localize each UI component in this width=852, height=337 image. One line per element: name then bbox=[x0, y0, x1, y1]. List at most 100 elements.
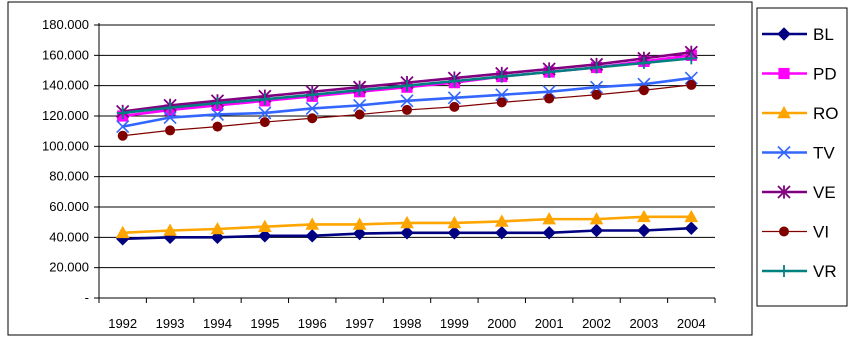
y-tick-label: 20.000 bbox=[49, 260, 89, 275]
y-axis-ticks: - 20.000 40.000 60.000 80.000 100.000 120.000 1… bbox=[42, 17, 99, 305]
data-point-vi bbox=[449, 101, 460, 112]
y-tick-label: 180.000 bbox=[42, 17, 89, 32]
data-point-ro bbox=[494, 214, 509, 227]
x-axis-ticks: 1992 1993 1994 1995 1996 1997 1998 1999 2000 2001… bbox=[98, 298, 716, 331]
data-point-ro bbox=[589, 212, 604, 225]
data-point-vi bbox=[259, 117, 270, 128]
data-point-tv bbox=[210, 107, 225, 122]
y-tick-label: 60.000 bbox=[49, 199, 89, 214]
data-point-tv bbox=[353, 98, 367, 112]
series-vi bbox=[117, 79, 697, 141]
series-tv bbox=[116, 71, 698, 134]
x-tick-label: 2002 bbox=[582, 316, 611, 331]
legend-item-ve: VE bbox=[762, 183, 836, 202]
y-tick-label: - bbox=[85, 290, 89, 305]
legend-marker bbox=[779, 226, 789, 237]
data-point-bl bbox=[542, 226, 556, 240]
data-point-ro bbox=[447, 215, 462, 229]
data-point-tv bbox=[400, 94, 414, 108]
x-tick-label: 2003 bbox=[629, 316, 658, 331]
data-point-ro bbox=[352, 217, 367, 230]
legend-marker bbox=[777, 105, 791, 119]
data-point-vr bbox=[258, 93, 271, 106]
data-point-bl bbox=[352, 226, 367, 241]
data-point-ro bbox=[637, 209, 651, 223]
legend-label: RO bbox=[813, 104, 839, 123]
data-point-vr bbox=[637, 56, 650, 69]
data-point-tv bbox=[589, 80, 604, 94]
legend-item-pd: PD bbox=[762, 65, 837, 84]
data-point-vi bbox=[638, 85, 649, 96]
data-point-bl bbox=[258, 229, 272, 243]
data-point-vi bbox=[402, 104, 412, 115]
legend-marker bbox=[778, 67, 790, 80]
data-point-vi bbox=[354, 109, 365, 120]
data-point-ro bbox=[400, 215, 414, 229]
legend-marker bbox=[777, 185, 791, 199]
y-tick-label: 40.000 bbox=[49, 229, 89, 244]
legend-label: BL bbox=[813, 25, 834, 44]
data-point-tv bbox=[163, 110, 177, 125]
data-point-bl bbox=[447, 226, 462, 240]
x-tick-label: 1994 bbox=[203, 316, 232, 331]
data-point-vr bbox=[543, 66, 556, 79]
legend-item-tv: TV bbox=[762, 144, 835, 163]
data-point-vi bbox=[212, 121, 223, 132]
legend-label: PD bbox=[813, 65, 837, 84]
data-point-tv bbox=[258, 106, 272, 120]
data-point-vr bbox=[211, 97, 224, 110]
data-point-vr bbox=[401, 79, 413, 92]
y-tick-label: 80.000 bbox=[49, 169, 89, 184]
x-tick-label: 1999 bbox=[440, 316, 469, 331]
data-point-vr bbox=[353, 84, 366, 97]
data-point-vi bbox=[591, 89, 602, 100]
x-tick-label: 1993 bbox=[156, 316, 185, 331]
legend-item-bl: BL bbox=[762, 25, 834, 44]
x-tick-label: 1997 bbox=[345, 316, 374, 331]
data-point-vr bbox=[164, 101, 177, 114]
data-point-vi bbox=[117, 130, 128, 141]
data-point-tv bbox=[495, 88, 509, 102]
data-point-bl bbox=[589, 223, 604, 238]
data-point-ro bbox=[115, 225, 130, 239]
data-point-bl bbox=[495, 226, 509, 240]
x-tick-label: 2000 bbox=[487, 316, 516, 331]
data-point-vi bbox=[307, 113, 318, 124]
y-tick-label: 160.000 bbox=[42, 47, 89, 62]
data-point-vr bbox=[116, 106, 129, 119]
legend-label: TV bbox=[813, 144, 835, 163]
axes bbox=[98, 23, 715, 299]
data-point-vi bbox=[686, 79, 697, 90]
y-tick-label: 120.000 bbox=[42, 108, 89, 123]
legend-label: VI bbox=[813, 223, 829, 242]
data-point-vi bbox=[544, 93, 555, 104]
legend-label: VR bbox=[813, 262, 837, 281]
x-tick-label: 1998 bbox=[393, 316, 422, 331]
data-point-tv bbox=[447, 91, 461, 105]
y-tick-label: 140.000 bbox=[42, 78, 89, 93]
legend-item-vi: VI bbox=[762, 223, 829, 242]
x-tick-label: 1992 bbox=[108, 316, 137, 331]
x-tick-label: 1996 bbox=[298, 316, 327, 331]
legend-item-vr: VR bbox=[762, 262, 837, 281]
series-layer bbox=[115, 45, 699, 246]
legend-box bbox=[756, 7, 848, 307]
legend-item-ro: RO bbox=[762, 104, 839, 123]
data-point-ro bbox=[305, 217, 320, 230]
data-point-vr bbox=[685, 52, 698, 65]
data-point-ro bbox=[684, 209, 699, 223]
series-ro bbox=[115, 209, 699, 239]
x-tick-label: 1995 bbox=[250, 316, 279, 331]
legend-marker bbox=[777, 27, 791, 41]
legend-marker bbox=[777, 145, 791, 160]
data-point-bl bbox=[305, 229, 319, 243]
plot-area bbox=[7, 1, 753, 336]
data-point-bl bbox=[684, 221, 699, 235]
data-point-tv bbox=[305, 101, 319, 115]
x-tick-label: 2004 bbox=[677, 316, 706, 331]
data-point-vi bbox=[165, 125, 176, 136]
data-point-ro bbox=[210, 221, 225, 235]
data-point-vr bbox=[590, 61, 603, 74]
